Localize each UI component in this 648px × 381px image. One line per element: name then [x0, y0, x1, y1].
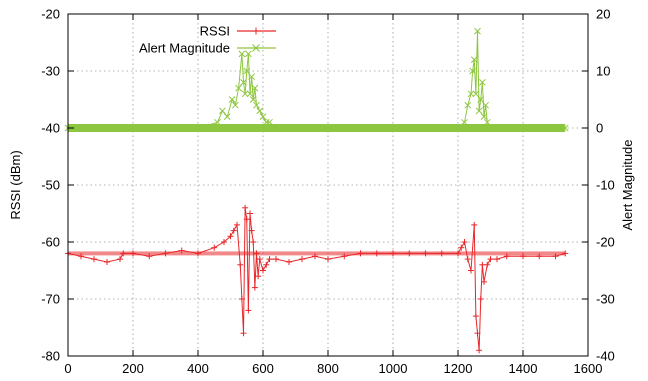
- data-point: [246, 90, 254, 98]
- legend: RSSI Alert Magnitude: [139, 24, 276, 56]
- data-point: [464, 101, 472, 109]
- data-point: [487, 124, 494, 132]
- data-point: [241, 90, 249, 98]
- data-point: [243, 67, 251, 75]
- y2-tick-label: -40: [596, 349, 615, 364]
- y-tick-label: -60: [41, 235, 60, 250]
- y-axis-title: RSSI (dBm): [8, 150, 23, 219]
- data-point: [272, 124, 280, 132]
- data-point: [248, 73, 255, 81]
- series-rssi: [65, 204, 569, 354]
- data-point: [474, 27, 481, 35]
- x-tick-label: 1200: [444, 361, 473, 376]
- data-point: [482, 101, 489, 109]
- data-point: [479, 79, 486, 86]
- grid-layer: [68, 14, 588, 356]
- data-point: [235, 84, 242, 92]
- data-point: [251, 84, 259, 92]
- y2-tick-label: 20: [596, 7, 610, 22]
- data-point: [475, 107, 483, 115]
- data-point: [561, 124, 569, 132]
- x-tick-label: 600: [252, 361, 274, 376]
- y-tick-label: -40: [41, 121, 60, 136]
- y-tick-label: -20: [41, 7, 60, 22]
- data-point: [245, 50, 252, 58]
- data-point: [467, 90, 475, 98]
- legend-label: Alert Magnitude: [139, 41, 230, 56]
- data-point: [266, 118, 273, 126]
- x-tick-label: 800: [317, 361, 339, 376]
- data-point: [240, 79, 247, 86]
- series-line: [68, 31, 566, 129]
- data-point: [472, 90, 480, 98]
- legend-label: RSSI: [200, 24, 230, 39]
- legend-marker: [252, 44, 260, 52]
- y2-tick-label: 10: [596, 64, 610, 79]
- data-point: [194, 124, 202, 132]
- data-point: [262, 118, 270, 126]
- data-point: [461, 118, 468, 126]
- series-alert-magnitude: [64, 27, 569, 132]
- x-tick-label: 1600: [574, 361, 603, 376]
- y2-tick-label: 0: [596, 121, 603, 136]
- baseline-band: [68, 251, 566, 256]
- y2-tick-label: -30: [596, 292, 615, 307]
- data-point: [493, 124, 501, 132]
- y-tick-label: -50: [41, 178, 60, 193]
- data-point: [232, 101, 239, 109]
- y2-tick-label: -10: [596, 178, 615, 193]
- data-point: [454, 124, 462, 132]
- data-point: [324, 124, 332, 132]
- series-layer: [64, 27, 569, 354]
- x-tick-label: 1000: [379, 361, 408, 376]
- data-point: [480, 113, 488, 120]
- x-tick-label: 0: [64, 361, 71, 376]
- ticks-layer: 0 200 400 600 800 1000 1200 1400 1600-80-70-60-5…: [41, 7, 615, 377]
- data-point: [389, 124, 397, 132]
- x-tick-label: 400: [187, 361, 209, 376]
- data-point: [214, 118, 221, 126]
- data-point: [228, 96, 236, 103]
- data-point: [519, 124, 527, 132]
- data-point: [238, 50, 246, 58]
- data-point: [223, 113, 231, 120]
- data-point: [470, 56, 478, 63]
- data-point: [219, 107, 226, 115]
- y2-axis-title: Alert Magnitude: [620, 139, 635, 230]
- x-tick-label: 1400: [509, 361, 538, 376]
- x-tick-label: 200: [122, 361, 144, 376]
- y-tick-label: -70: [41, 292, 60, 307]
- data-point: [477, 96, 485, 103]
- y-tick-label: -80: [41, 349, 60, 364]
- y-tick-label: -30: [41, 64, 60, 79]
- data-point: [256, 107, 264, 115]
- series-line: [67, 207, 566, 351]
- data-point: [259, 113, 267, 120]
- data-point: [469, 67, 476, 75]
- data-point: [483, 118, 491, 126]
- y2-tick-label: -20: [596, 235, 615, 250]
- data-point: [253, 101, 260, 109]
- data-point: [129, 124, 137, 132]
- data-point: [249, 96, 257, 103]
